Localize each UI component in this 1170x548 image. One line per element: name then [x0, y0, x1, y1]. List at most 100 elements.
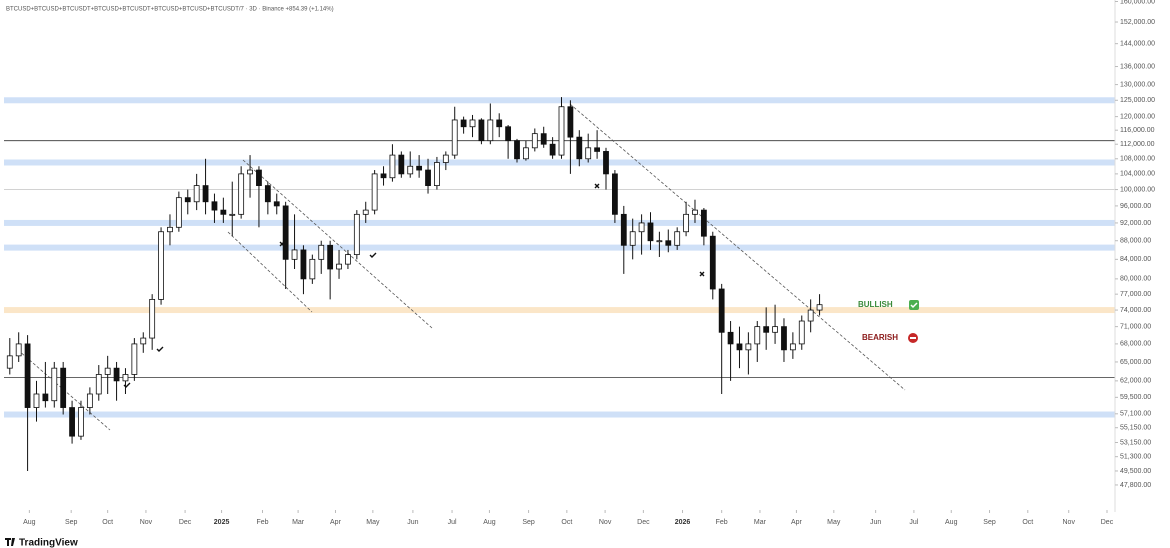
- candle-body: [540, 133, 547, 145]
- y-tick-label: 112,000.00: [1120, 141, 1155, 148]
- candle-body: [202, 185, 209, 203]
- y-tick-label: 130,000.00: [1120, 81, 1155, 88]
- x-tick-label: May: [827, 519, 841, 526]
- trend-line: [242, 159, 433, 329]
- level-zone: [4, 159, 1115, 166]
- y-tick-label: 100,000.00: [1120, 186, 1155, 193]
- drawings: [17, 103, 906, 431]
- x-tick-label: 2025: [214, 519, 230, 526]
- x-tick-label: Apr: [330, 519, 342, 526]
- annotation: BEARISH: [862, 333, 898, 342]
- x-tick-label: Sep: [983, 519, 996, 526]
- y-tick-label: 108,000.00: [1120, 156, 1155, 163]
- level-zone: [4, 411, 1115, 418]
- candles: [6, 97, 823, 471]
- level-zone: [4, 219, 1115, 226]
- candle-body: [175, 197, 182, 228]
- level-zone: [4, 244, 1115, 251]
- markers: [123, 183, 705, 388]
- candle-body: [51, 367, 58, 402]
- level-zone: [4, 307, 1115, 314]
- candle-body: [798, 320, 805, 345]
- candle-body: [42, 393, 49, 402]
- candle-body: [478, 119, 485, 142]
- candle-body: [807, 309, 814, 322]
- candle-body: [683, 213, 689, 233]
- candle-body: [95, 374, 102, 395]
- check-marker: [156, 346, 164, 352]
- y-tick-label: 84,000.00: [1120, 256, 1151, 263]
- candle-body: [229, 213, 236, 216]
- candle-body: [60, 367, 67, 408]
- y-tick-label: 62,000.00: [1120, 378, 1151, 385]
- candle-body: [647, 222, 654, 242]
- y-tick-label: 80,000.00: [1120, 276, 1151, 283]
- candle-body: [638, 222, 645, 233]
- candle-body: [469, 119, 476, 128]
- x-tick-label: Aug: [945, 519, 958, 526]
- candle-body: [362, 209, 369, 215]
- y-tick-label: 92,000.00: [1120, 220, 1151, 227]
- candle-body: [309, 258, 316, 280]
- candle-body: [692, 209, 698, 215]
- candle-body: [709, 235, 716, 290]
- x-tick-label: 2026: [675, 519, 691, 526]
- trend-line: [227, 231, 313, 313]
- candle-body: [611, 173, 618, 215]
- candle-body: [736, 343, 743, 351]
- candle-body: [167, 226, 173, 233]
- y-tick-label: 51,300.00: [1120, 454, 1151, 461]
- x-marker: [594, 183, 600, 189]
- candle-body: [531, 133, 538, 149]
- candle-body: [113, 367, 120, 382]
- candle-body: [211, 201, 218, 211]
- check-marker: [123, 382, 131, 388]
- candle-body: [594, 147, 600, 152]
- bearish-icon-bar: [910, 337, 916, 339]
- trend-line: [569, 103, 906, 391]
- brand: TradingView: [19, 538, 78, 548]
- y-tick-label: 116,000.00: [1120, 127, 1155, 134]
- candle-body: [549, 143, 556, 156]
- candle-body: [336, 263, 342, 270]
- candle-body: [460, 119, 467, 128]
- x-tick-label: Nov: [599, 519, 612, 526]
- candle-body: [816, 304, 823, 311]
- candle-body: [158, 231, 164, 300]
- x-tick-label: Oct: [102, 519, 113, 526]
- candle-body: [567, 106, 574, 138]
- x-tick-label: Sep: [522, 519, 535, 526]
- x-tick-label: Mar: [754, 519, 767, 526]
- x-tick-label: Jul: [448, 519, 457, 526]
- bullish-icon-check: [910, 302, 918, 309]
- y-tick-label: 53,150.00: [1120, 439, 1151, 446]
- candle-body: [131, 343, 138, 375]
- x-tick-label: May: [366, 519, 380, 526]
- y-tick-label: 74,000.00: [1120, 307, 1151, 314]
- y-tick-label: 96,000.00: [1120, 203, 1151, 210]
- level-zone: [4, 97, 1115, 104]
- candle-body: [291, 249, 298, 260]
- candle-body: [327, 244, 334, 270]
- y-tick-label: 104,000.00: [1120, 171, 1155, 178]
- x-tick-label: Jul: [909, 519, 918, 526]
- y-tick-label: 57,100.00: [1120, 411, 1151, 418]
- candle-body: [247, 169, 253, 175]
- candle-body: [345, 254, 351, 265]
- candle-body: [665, 240, 672, 246]
- x-marker: [699, 271, 705, 277]
- x-tick-label: Nov: [140, 519, 153, 526]
- candle-body: [86, 393, 93, 408]
- y-tick-label: 47,800.00: [1120, 482, 1151, 489]
- candle-body: [78, 407, 84, 437]
- candle-body: [620, 213, 627, 246]
- candle-body: [656, 240, 663, 243]
- y-tick-label: 71,000.00: [1120, 323, 1151, 330]
- chart-title: BTCUSD+BTCUSD+BTCUSDT+BTCUSD+BTCUSDT+BTC…: [6, 7, 334, 13]
- candle-body: [6, 355, 13, 369]
- y-tick-label: 77,000.00: [1120, 291, 1151, 298]
- y-tick-label: 59,500.00: [1120, 394, 1151, 401]
- candle-body: [193, 185, 200, 203]
- x-tick-label: Oct: [561, 519, 572, 526]
